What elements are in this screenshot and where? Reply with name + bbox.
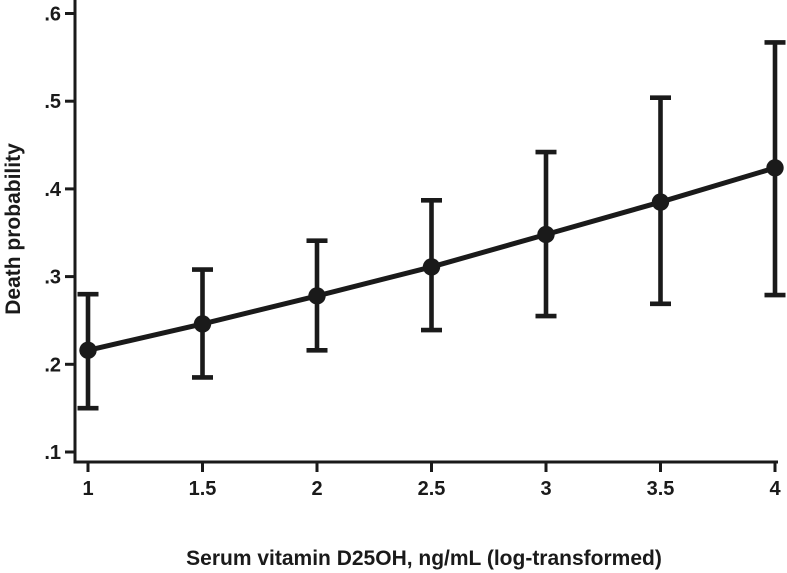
x-axis-tick-label: 3 <box>540 478 551 500</box>
y-axis-tick-label: .4 <box>44 179 62 201</box>
y-axis-title: Death probability <box>2 143 25 315</box>
y-axis-tick-label: .1 <box>44 442 61 464</box>
data-point-marker <box>766 159 784 177</box>
data-point-marker <box>193 315 212 333</box>
x-axis-tick-label: 1.5 <box>189 478 217 500</box>
x-axis-tick-label: 2 <box>311 478 322 500</box>
y-axis-tick-label: .5 <box>44 91 61 113</box>
y-axis-tick-label: .3 <box>44 267 61 289</box>
y-axis-tick-label: .6 <box>44 4 61 26</box>
data-point-marker <box>651 193 670 211</box>
data-point-marker <box>422 258 441 276</box>
y-axis-tick-label: .2 <box>44 354 61 376</box>
data-point-marker <box>79 341 97 359</box>
x-axis-tick-label: 1 <box>82 478 93 500</box>
data-point-marker <box>308 287 326 305</box>
x-axis-tick-label: 4 <box>769 478 781 500</box>
x-axis-title: Serum vitamin D25OH, ng/mL (log-transfor… <box>186 547 662 570</box>
data-point-marker <box>537 225 555 244</box>
x-axis-tick-label: 2.5 <box>418 478 446 500</box>
x-axis-tick-label: 3.5 <box>647 478 675 500</box>
